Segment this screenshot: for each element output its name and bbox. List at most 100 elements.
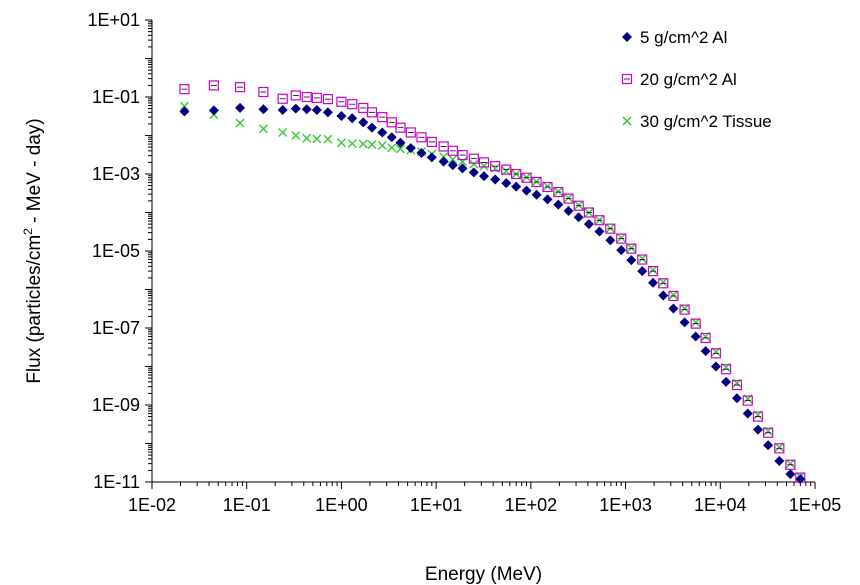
data-point [208, 80, 219, 91]
x-axis-ticks: 1E-02 1E-01 1E+00 1E+01 1E+02 1E+03 1E+04 1E+05 [128, 482, 841, 515]
data-point [290, 103, 301, 114]
data-point [312, 134, 322, 144]
data-point [457, 163, 468, 174]
data-point [583, 219, 594, 230]
data-point [616, 233, 627, 244]
data-point [563, 193, 574, 204]
legend-label: 5 g/cm^2 Al [640, 28, 727, 47]
data-point [336, 96, 347, 107]
data-point [710, 348, 722, 359]
data-point [658, 278, 669, 289]
data-point [277, 93, 288, 104]
data-point [679, 304, 690, 315]
data-point [553, 186, 564, 198]
data-point [478, 171, 489, 182]
data-point [594, 226, 605, 237]
data-point [366, 122, 377, 133]
data-point [542, 181, 553, 193]
data-point [322, 107, 333, 118]
data-point [323, 134, 333, 144]
data-point [258, 104, 269, 115]
legend: 5 g/cm^2 Al 20 g/cm^2 Al 30 g/cm^2 Tissue [621, 28, 772, 131]
data-point [179, 84, 190, 95]
data-point [690, 318, 701, 329]
data-point [658, 290, 669, 301]
data-point [234, 82, 246, 93]
data-point [720, 364, 732, 375]
data-point [785, 469, 796, 480]
data-point [679, 317, 690, 328]
data-point [594, 215, 605, 226]
data-point [336, 138, 346, 148]
data-point [553, 199, 564, 210]
x-axis-title: Energy (MeV) [425, 564, 542, 585]
legend-marker [621, 73, 633, 85]
data-point [377, 141, 387, 150]
series-square [179, 80, 806, 483]
y-tick-label: 1E-01 [92, 87, 140, 107]
data-point [521, 172, 532, 183]
data-series [179, 80, 806, 484]
data-point [469, 159, 479, 169]
data-point [311, 92, 322, 103]
data-point [490, 174, 501, 185]
y-axis-title: Flux (particles/cm2 - MeV - day) [21, 118, 45, 383]
data-point [752, 424, 763, 435]
data-point [700, 346, 711, 357]
data-point [302, 133, 312, 143]
data-point [573, 200, 584, 211]
legend-item: 30 g/cm^2 Tissue [622, 112, 772, 131]
data-point [478, 157, 490, 168]
data-point [311, 104, 322, 115]
data-point [752, 411, 764, 422]
data-point [605, 223, 615, 233]
data-point [290, 90, 301, 101]
data-point [742, 408, 753, 419]
data-point [447, 145, 458, 156]
data-point [626, 255, 637, 266]
x-tick-label: 1E+01 [410, 495, 463, 515]
data-point [347, 99, 358, 110]
data-point [447, 160, 458, 171]
data-point [763, 440, 774, 451]
data-point [395, 122, 406, 133]
data-point [637, 266, 648, 277]
data-point [605, 235, 616, 246]
data-point [605, 223, 616, 234]
x-tick-label: 1E+00 [315, 495, 368, 515]
data-point [637, 254, 648, 265]
x-tick-label: 1E-01 [223, 495, 271, 515]
data-point [468, 153, 479, 164]
data-point [366, 107, 378, 118]
data-point [438, 156, 449, 167]
data-point [358, 102, 369, 114]
legend-item: 20 g/cm^2 Al [621, 70, 737, 89]
data-point [179, 101, 189, 111]
data-point [616, 245, 627, 256]
data-point [511, 168, 522, 180]
data-point [647, 266, 659, 277]
data-point [521, 185, 532, 196]
y-tick-label: 1E-07 [92, 318, 140, 338]
data-point [235, 102, 246, 113]
data-point [416, 148, 427, 159]
data-point [522, 172, 532, 182]
data-point [416, 132, 427, 143]
data-point [405, 127, 416, 138]
series-diamond [179, 102, 806, 484]
data-point [626, 243, 636, 253]
data-point [501, 178, 512, 189]
data-point [395, 144, 405, 154]
legend-marker [622, 32, 632, 42]
data-point [795, 473, 806, 484]
y-axis-title-tail: - MeV - day) [24, 118, 45, 228]
x-tick-label: 1E+05 [789, 495, 842, 515]
data-point [501, 164, 512, 175]
x-tick-label: 1E+04 [694, 495, 747, 515]
data-point [301, 91, 312, 103]
y-tick-label: 1E-03 [92, 164, 140, 184]
data-point [387, 143, 397, 153]
data-point [479, 161, 489, 171]
data-point [179, 106, 190, 117]
data-point [358, 139, 368, 149]
